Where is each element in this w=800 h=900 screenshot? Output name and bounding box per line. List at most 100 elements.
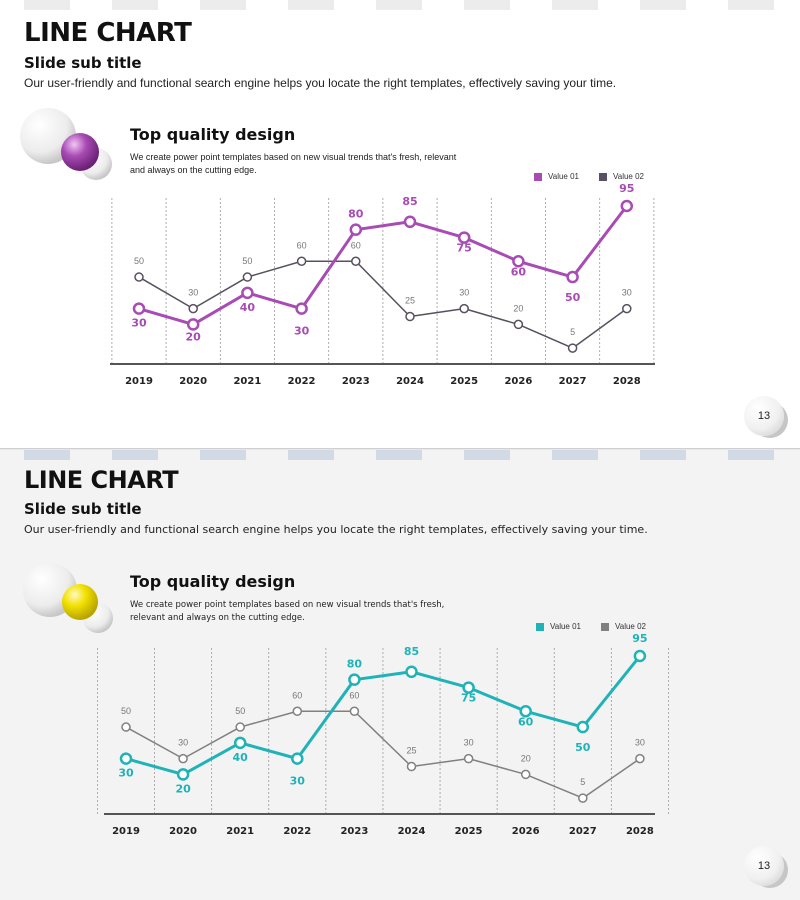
top-strip-segment: [112, 450, 158, 460]
data-point: [295, 302, 308, 315]
x-tick-label: 2023: [342, 376, 370, 387]
legend-swatch: [534, 172, 542, 181]
data-label: 60: [518, 715, 534, 728]
x-tick-label: 2023: [340, 826, 368, 837]
decorative-spheres-icon: [20, 108, 112, 180]
top-strip-segment: [24, 0, 70, 10]
data-point: [405, 665, 418, 679]
data-label: 95: [619, 182, 634, 195]
data-point: [578, 793, 588, 803]
data-label: 30: [178, 738, 188, 748]
series-line-value-01: [125, 655, 642, 776]
data-label: 50: [242, 256, 252, 266]
x-tick-label: 2024: [398, 826, 426, 837]
chart-legend: Value 01 Value 02: [534, 172, 664, 181]
legend-label: Value 01: [548, 172, 579, 181]
top-strip-segment: [288, 450, 334, 460]
top-strip-segment: [24, 450, 70, 460]
data-label: 50: [565, 291, 581, 304]
data-point: [622, 303, 632, 314]
x-tick-label: 2022: [288, 376, 316, 387]
slide-1: LINE CHART Slide sub title Our user-frie…: [0, 0, 800, 449]
slide-description: Our user-friendly and functional search …: [24, 76, 617, 90]
top-strip-segment: [728, 450, 774, 460]
data-point: [348, 673, 361, 686]
data-point: [576, 720, 590, 734]
section-heading: Top quality design: [130, 125, 296, 144]
data-label: 85: [404, 645, 419, 658]
section-text: We create power point templates based on…: [130, 152, 457, 175]
data-label: 20: [175, 782, 191, 795]
legend-label: Value 02: [613, 172, 644, 181]
data-label: 50: [121, 706, 131, 716]
legend-swatch: [601, 622, 609, 631]
data-point: [519, 705, 532, 718]
data-label: 95: [632, 632, 647, 645]
slide-title: LINE CHART: [24, 18, 192, 48]
x-tick-label: 2021: [233, 376, 261, 387]
data-point: [188, 303, 198, 314]
x-tick-label: 2027: [569, 826, 597, 837]
data-label: 30: [188, 288, 198, 298]
data-point: [119, 752, 133, 765]
top-strip-segment: [464, 450, 510, 460]
line-chart: 2019 2020 2021 2022 2023 2024 2025 2026 2027 2028…: [97, 632, 669, 837]
data-label: 40: [240, 301, 256, 314]
data-label: 25: [406, 746, 416, 756]
legend-label: Value 02: [615, 622, 646, 631]
x-tick-label: 2021: [226, 826, 254, 837]
data-label: 85: [402, 195, 417, 208]
legend-item-value-02: Value 02: [599, 172, 644, 181]
data-label: 5: [580, 777, 585, 787]
data-point: [178, 753, 188, 764]
data-point: [235, 722, 245, 732]
top-strip-segment: [288, 0, 334, 10]
data-label: 60: [292, 690, 302, 700]
data-point: [176, 768, 190, 781]
x-tick-label: 2019: [125, 376, 153, 387]
top-strip-segment: [640, 450, 686, 460]
x-tick-label: 2020: [169, 826, 197, 837]
x-tick-label: 2026: [512, 826, 540, 837]
top-strip-segment: [552, 450, 598, 460]
data-point: [567, 343, 578, 353]
legend-label: Value 01: [550, 622, 581, 631]
data-point: [513, 319, 524, 330]
data-label: 30: [131, 317, 147, 330]
x-tick-label: 2028: [626, 826, 654, 837]
page-number: 13: [744, 396, 784, 436]
data-label: 75: [461, 692, 476, 705]
legend-item-value-01: Value 01: [536, 622, 581, 631]
data-point: [620, 199, 634, 213]
data-label: 20: [513, 303, 523, 313]
series-line-value-02: [125, 710, 641, 799]
x-tick-label: 2028: [613, 376, 641, 387]
data-label: 50: [134, 256, 144, 266]
x-tick-label: 2025: [450, 376, 478, 387]
slide-subtitle: Slide sub title: [24, 500, 142, 518]
data-label: 30: [622, 288, 632, 298]
data-point: [292, 706, 303, 717]
data-point: [351, 256, 361, 267]
data-point: [405, 311, 415, 322]
data-label: 50: [235, 706, 245, 716]
data-point: [462, 681, 475, 694]
legend-swatch: [599, 172, 607, 181]
legend-swatch: [536, 622, 544, 631]
data-label: 80: [348, 208, 364, 221]
top-strip-segment: [200, 0, 246, 10]
legend-item-value-01: Value 01: [534, 172, 579, 181]
data-label: 60: [297, 240, 307, 250]
data-label: 30: [459, 288, 469, 298]
x-tick-label: 2020: [179, 376, 207, 387]
data-point: [121, 722, 131, 732]
slide-2: LINE CHART Slide sub title Our user-frie…: [0, 450, 800, 900]
data-point: [241, 286, 254, 300]
data-point: [635, 753, 645, 764]
data-point: [134, 272, 144, 282]
top-strip-segment: [112, 0, 158, 10]
series-line-value-02: [138, 260, 628, 349]
x-tick-label: 2026: [504, 376, 532, 387]
top-strip-segment: [376, 0, 422, 10]
top-strip-segment: [552, 0, 598, 10]
